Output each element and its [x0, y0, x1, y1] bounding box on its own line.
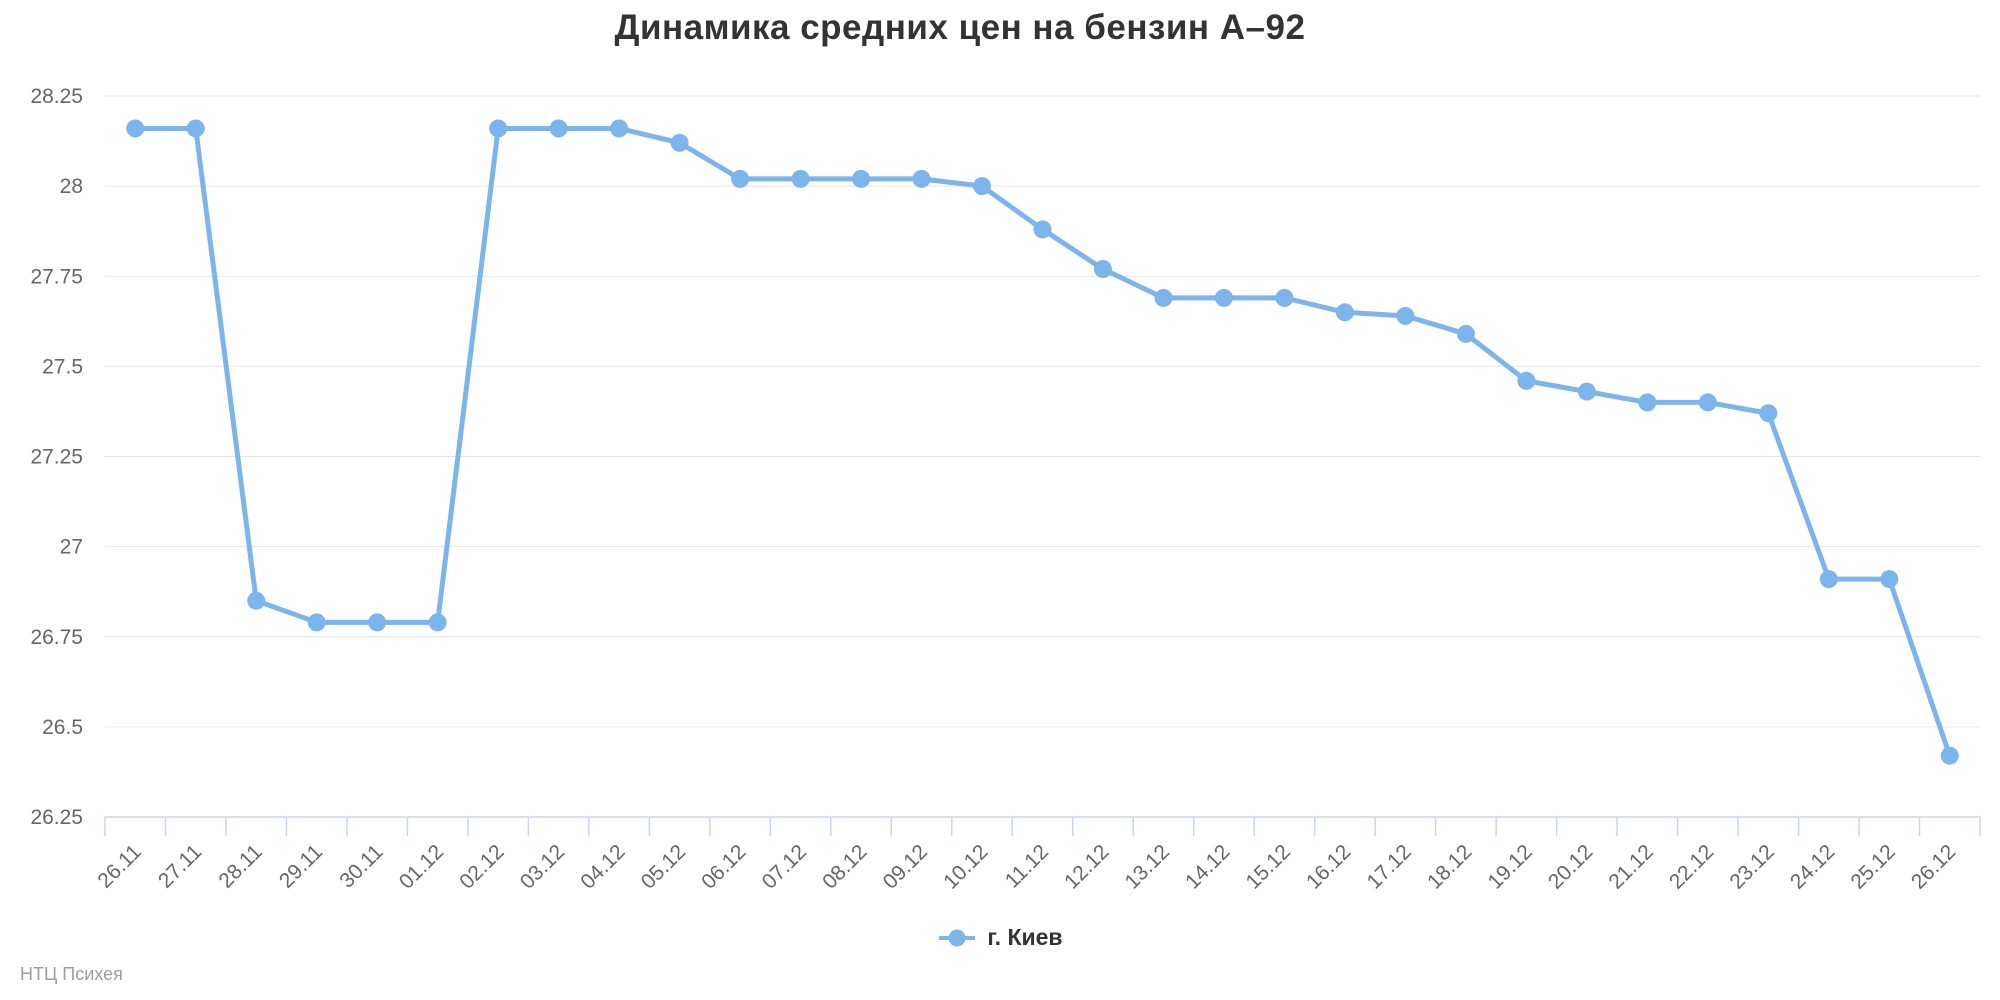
y-axis-label: 27 [60, 536, 83, 559]
x-axis-label: 25.12 [1846, 840, 1899, 893]
data-point[interactable] [1154, 288, 1173, 307]
data-point[interactable] [1456, 324, 1475, 343]
x-axis-label: 19.12 [1483, 840, 1536, 893]
data-point[interactable] [852, 169, 871, 188]
x-axis-label: 06.12 [697, 840, 750, 893]
y-axis-label: 26.75 [30, 626, 83, 649]
x-axis-label: 22.12 [1665, 840, 1718, 893]
data-point[interactable] [1093, 260, 1112, 279]
legend-item-kyiv[interactable]: г. Киев [0, 924, 2000, 951]
x-axis-label: 21.12 [1604, 840, 1657, 893]
x-axis-label: 24.12 [1786, 840, 1839, 893]
data-point[interactable] [912, 169, 931, 188]
data-point[interactable] [1396, 306, 1415, 325]
y-axis-label: 26.5 [42, 716, 83, 739]
x-axis-label: 30.11 [335, 840, 387, 892]
x-axis-label: 26.12 [1907, 840, 1960, 893]
data-point[interactable] [307, 613, 326, 632]
x-axis-label: 26.11 [93, 840, 145, 892]
x-axis-label: 16.12 [1302, 840, 1355, 893]
data-point[interactable] [1033, 220, 1052, 239]
x-axis-label: 09.12 [879, 840, 932, 893]
data-point[interactable] [1577, 382, 1596, 401]
data-point[interactable] [1819, 570, 1838, 589]
data-point[interactable] [126, 119, 145, 138]
x-axis-label: 04.12 [576, 840, 629, 893]
source-watermark: НТЦ Психея [20, 964, 123, 984]
x-axis-label: 23.12 [1725, 840, 1778, 893]
data-point[interactable] [489, 119, 508, 138]
x-axis-label: 15.12 [1242, 840, 1295, 893]
data-point[interactable] [670, 133, 689, 152]
legend-label: г. Киев [987, 924, 1063, 950]
y-axis-label: 27.5 [42, 355, 83, 378]
x-axis-label: 17.12 [1363, 840, 1416, 893]
x-axis-label: 29.11 [275, 840, 327, 892]
data-point[interactable] [1638, 393, 1657, 412]
x-axis-label: 07.12 [758, 840, 811, 893]
x-axis-label: 03.12 [516, 840, 569, 893]
data-point[interactable] [549, 119, 568, 138]
x-axis-label: 27.11 [154, 840, 206, 892]
x-axis-label: 12.12 [1060, 840, 1113, 893]
x-axis-label: 14.12 [1181, 840, 1234, 893]
x-axis-label: 13.12 [1121, 840, 1174, 893]
legend-line-marker-icon [939, 929, 976, 946]
data-point[interactable] [186, 119, 205, 138]
chart-title: Динамика средних цен на бензин А–92 [614, 8, 1306, 47]
x-axis-label: 18.12 [1423, 840, 1476, 893]
data-point[interactable] [428, 613, 447, 632]
data-point[interactable] [247, 591, 266, 610]
data-point[interactable] [791, 169, 810, 188]
data-point[interactable] [1698, 393, 1717, 412]
data-point[interactable] [1517, 371, 1536, 390]
data-point[interactable] [1214, 288, 1233, 307]
y-axis-label: 28 [60, 175, 83, 198]
data-point[interactable] [731, 169, 750, 188]
data-point[interactable] [973, 177, 992, 196]
x-axis-label: 28.11 [214, 840, 266, 892]
x-axis-label: 20.12 [1544, 840, 1597, 893]
x-axis-label: 02.12 [455, 840, 508, 893]
data-point[interactable] [1335, 303, 1354, 322]
x-axis-label: 05.12 [637, 840, 690, 893]
data-point[interactable] [1759, 404, 1778, 423]
x-axis-label: 11.12 [1001, 840, 1053, 892]
y-axis-label: 28.25 [30, 85, 83, 108]
data-point[interactable] [1880, 570, 1899, 589]
x-axis-label: 10.12 [939, 840, 992, 893]
data-point[interactable] [368, 613, 387, 632]
y-axis-label: 26.25 [30, 806, 83, 829]
x-axis-label: 01.12 [395, 840, 448, 893]
x-axis-label: 08.12 [818, 840, 871, 893]
y-axis-label: 27.75 [30, 265, 83, 288]
data-point[interactable] [1940, 746, 1959, 765]
data-point[interactable] [1275, 288, 1294, 307]
y-axis-label: 27.25 [30, 446, 83, 469]
data-point[interactable] [610, 119, 629, 138]
